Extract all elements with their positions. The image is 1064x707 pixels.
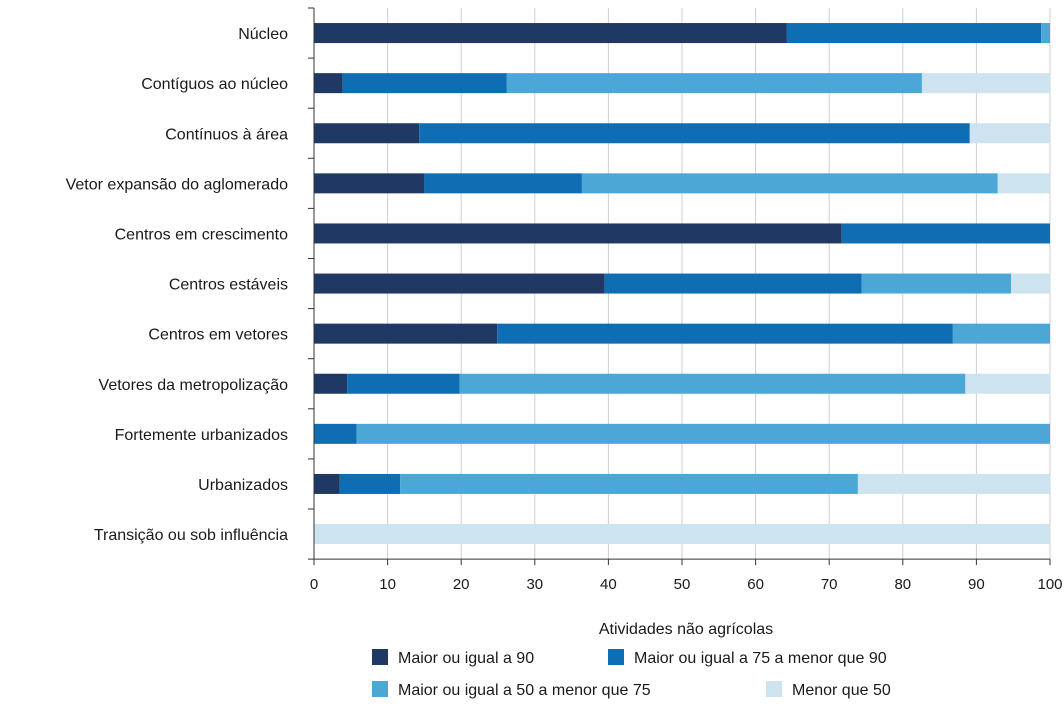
x-axis-title: Atividades não agrícolas: [599, 621, 773, 638]
bar-segment: [581, 173, 998, 194]
bar-segment: [786, 23, 1042, 44]
bar-segment: [497, 323, 953, 344]
x-tick-label: 50: [674, 576, 691, 593]
x-tick-label: 0: [310, 576, 318, 593]
bar-segment: [965, 373, 1050, 394]
bar-segment: [400, 473, 858, 494]
bar-segment: [1010, 273, 1050, 294]
x-tick-label: 40: [600, 576, 617, 593]
bar-segment: [506, 73, 922, 94]
legend-swatch: [608, 649, 624, 665]
bar-segment: [314, 524, 1050, 545]
bar-segment: [921, 73, 1050, 94]
bars: [314, 23, 1050, 545]
category-label: Contínuos à área: [165, 126, 288, 143]
bar-segment: [857, 473, 1050, 494]
axes: 0 10 20 30 40 50 60 70 80 90 100 Núcleo Contíguos ao…: [66, 7, 1063, 593]
category-label: Núcleo: [238, 26, 288, 43]
bar-segment: [419, 123, 970, 144]
legend-swatch: [372, 649, 388, 665]
bar-segment: [314, 323, 498, 344]
x-tick-label: 20: [453, 576, 470, 593]
legend-label: Menor que 50: [792, 682, 891, 699]
bar-segment: [314, 273, 605, 294]
bar-segment: [347, 373, 460, 394]
legend-swatch: [766, 681, 782, 697]
x-tick-label: 80: [894, 576, 911, 593]
bar-segment: [314, 23, 787, 44]
x-tick-label: 30: [526, 576, 543, 593]
bar-segment: [314, 123, 420, 144]
bar-segment: [339, 473, 401, 494]
bar-segment: [861, 273, 1011, 294]
bar-segment: [314, 373, 348, 394]
bar-segment: [314, 223, 842, 244]
x-tick-label: 60: [747, 576, 764, 593]
bar-segment: [314, 173, 425, 194]
bar-segment: [604, 273, 862, 294]
x-tick-label: 70: [821, 576, 838, 593]
x-tick-label: 100: [1037, 576, 1062, 593]
category-label: Vetor expansão do aglomerado: [66, 176, 288, 193]
legend-label: Maior ou igual a 90: [398, 650, 534, 667]
legend: Maior ou igual a 90 Maior ou igual a 75 a…: [372, 649, 891, 699]
bar-segment: [841, 223, 1050, 244]
category-label: Transição ou sob influência: [94, 527, 288, 544]
legend-swatch: [372, 681, 388, 697]
bar-segment: [1041, 23, 1050, 44]
bar-segment: [997, 173, 1050, 194]
legend-label: Maior ou igual a 50 a menor que 75: [398, 682, 651, 699]
category-label: Vetores da metropolização: [99, 377, 289, 394]
bar-segment: [952, 323, 1050, 344]
category-label: Centros em vetores: [148, 327, 288, 344]
bar-segment: [314, 423, 357, 444]
category-label: Centros estáveis: [169, 277, 288, 294]
category-label: Urbanizados: [198, 477, 288, 494]
bar-segment: [356, 423, 1050, 444]
x-tick-label: 90: [968, 576, 985, 593]
bar-segment: [314, 73, 343, 94]
bar-segment: [969, 123, 1050, 144]
bar-segment: [459, 373, 966, 394]
category-label: Contíguos ao núcleo: [141, 76, 288, 93]
bar-segment: [424, 173, 582, 194]
legend-label: Maior ou igual a 75 a menor que 90: [634, 650, 887, 667]
category-label: Centros em crescimento: [115, 226, 288, 243]
bar-segment: [342, 73, 507, 94]
bar-segment: [314, 473, 340, 494]
x-tick-label: 10: [379, 576, 396, 593]
category-label: Fortemente urbanizados: [115, 427, 288, 444]
